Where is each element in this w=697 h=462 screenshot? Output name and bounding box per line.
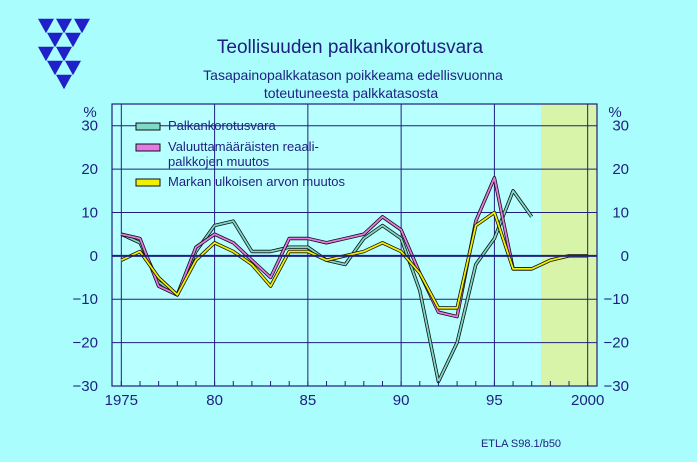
x-tick-label: 90 xyxy=(393,392,410,409)
logo-triangle xyxy=(74,18,90,34)
logo-triangle xyxy=(56,74,72,90)
logo-triangle xyxy=(38,18,54,34)
y-tick-label-right: −10 xyxy=(604,291,629,308)
y-tick-label-right: −30 xyxy=(604,378,629,395)
plot-background xyxy=(112,104,597,386)
x-tick-label: 2000 xyxy=(571,392,604,409)
y-tick-label-left: −10 xyxy=(73,291,98,308)
series-line xyxy=(120,211,588,309)
y-tick-label-right: 0 xyxy=(621,248,629,265)
legend-label: Markan ulkoisen arvon muutos xyxy=(168,174,346,189)
y-tick-label-right: 30 xyxy=(612,118,629,135)
logo-triangle xyxy=(47,32,63,48)
y-tick-label-right: 20 xyxy=(612,161,629,178)
logo-triangle xyxy=(65,32,81,48)
y-tick-label-right: 10 xyxy=(612,204,629,221)
x-tick-label: 80 xyxy=(206,392,223,409)
series-lines xyxy=(120,176,588,384)
y-unit-right: % xyxy=(608,104,621,121)
legend-swatch xyxy=(135,122,161,131)
y-unit-left: % xyxy=(83,104,96,121)
etla-logo xyxy=(38,18,90,90)
y-tick-label-left: 20 xyxy=(81,161,98,178)
logo-triangle xyxy=(56,46,72,62)
logo-triangle xyxy=(65,60,81,76)
chart-subtitle-line2: toteutuneesta palkkatasosta xyxy=(264,85,439,101)
x-tick-label: 95 xyxy=(486,392,503,409)
plot-frame xyxy=(111,103,598,387)
axes: −30 −30 −20 −20 −10 −10 0 0 10 10 20 20 30 30 1975 80 85… xyxy=(73,103,629,409)
legend-swatch xyxy=(135,178,161,187)
logo-triangle xyxy=(47,60,63,76)
chart-subtitle-line1: Tasapainopalkkatason poikkeama edellisvu… xyxy=(203,67,503,83)
y-tick-label-left: −30 xyxy=(73,378,98,395)
logo-triangle xyxy=(56,18,72,34)
source-label: ETLA S98.1/b50 xyxy=(481,438,561,450)
forecast-region xyxy=(541,104,597,386)
legend-label: palkkojen muutos xyxy=(168,154,270,169)
y-tick-label-left: 0 xyxy=(90,248,98,265)
legend-label: Palkankorotusvara xyxy=(168,118,276,133)
y-tick-label-left: −20 xyxy=(73,335,98,352)
y-tick-label-left: 30 xyxy=(81,118,98,135)
legend: Palkankorotusvara Valuuttamääräisten reaa… xyxy=(135,118,346,189)
x-tick-label: 85 xyxy=(300,392,317,409)
chart-title: Teollisuuden palkankorotusvara xyxy=(217,37,484,58)
logo-triangle xyxy=(38,46,54,62)
y-tick-label-left: 10 xyxy=(81,204,98,221)
legend-swatch xyxy=(135,143,161,152)
y-tick-label-right: −20 xyxy=(604,335,629,352)
legend-label: Valuuttamääräisten reaali- xyxy=(168,139,319,154)
x-tick-label: 1975 xyxy=(105,392,138,409)
